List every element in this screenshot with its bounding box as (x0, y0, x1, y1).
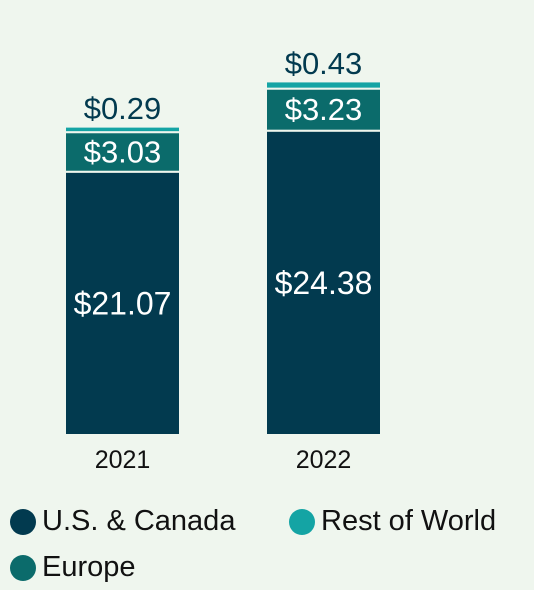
legend-swatch-rest-of-world (289, 508, 315, 535)
data-label-u-s-canada-2021: $21.07 (74, 285, 172, 321)
segment-separator (267, 80, 380, 83)
bar-segment-rest-of-world-2021 (66, 127, 179, 132)
segment-separator (66, 170, 179, 173)
segment-separator (66, 125, 179, 128)
legend-swatch-us-canada (10, 508, 36, 535)
legend-label-europe: Europe (42, 551, 136, 583)
data-label-rest-of-world-2021: $0.29 (84, 91, 162, 126)
data-label-europe-2021: $3.03 (84, 134, 162, 169)
bar-segment-u-s-canada-2022 (267, 131, 380, 435)
stacked-bar-chart: $21.07 $3.03 $0.29 2021 $24.38 $3.23 $0.43 2022 (66, 46, 380, 474)
segment-separator (267, 87, 380, 90)
bar-segment-u-s-canada-2021 (66, 172, 179, 434)
segment-separator (267, 129, 380, 132)
bar-segment-europe-2022 (267, 89, 380, 130)
bar-segment-europe-2021 (66, 133, 179, 171)
legend: U.S. & Canada Rest of World Europe (10, 505, 530, 590)
data-label-u-s-canada-2022: $24.38 (275, 265, 373, 301)
legend-item-rest-of-world: Rest of World (289, 505, 496, 538)
bar-segment-rest-of-world-2022 (267, 82, 380, 88)
data-label-europe-2022: $3.23 (285, 92, 363, 127)
legend-label-rest-of-world: Rest of World (321, 505, 497, 537)
data-label-rest-of-world-2022: $0.43 (285, 46, 363, 81)
segment-separator (66, 131, 179, 134)
legend-item-us-canada: U.S. & Canada (10, 505, 235, 538)
legend-item-europe: Europe (10, 551, 136, 584)
x-tick-label-2022: 2022 (296, 446, 352, 474)
legend-label-us-canada: U.S. & Canada (42, 505, 236, 537)
x-tick-label-2021: 2021 (95, 446, 151, 474)
legend-swatch-europe (10, 554, 36, 581)
